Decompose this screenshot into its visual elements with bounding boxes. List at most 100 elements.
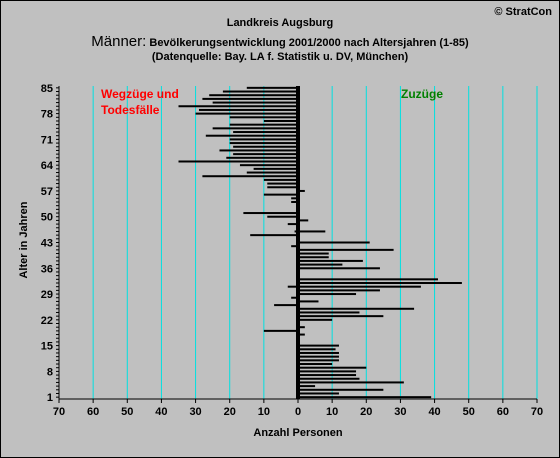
bar-in-age-33 bbox=[298, 278, 438, 281]
tick-labels: 70 60 50 40 30 20 10 0 10 20 30 40 50 60 7018152229364… bbox=[41, 83, 543, 418]
bar-in-age-22 bbox=[298, 318, 333, 321]
bar-out-age-65 bbox=[178, 160, 298, 163]
zero-axis bbox=[296, 86, 300, 399]
x-tick-label: 40 bbox=[428, 406, 440, 418]
bar-in-age-32 bbox=[298, 282, 462, 285]
legend-left-line1: Wegzüge und bbox=[101, 87, 179, 101]
bar-out-age-28 bbox=[291, 296, 298, 299]
bar-in-age-11 bbox=[298, 359, 339, 362]
bar-out-age-82 bbox=[202, 97, 298, 100]
bar-in-age-39 bbox=[298, 256, 329, 259]
bar-in-age-37 bbox=[298, 263, 343, 266]
bar-in-age-20 bbox=[298, 326, 305, 329]
bar-out-age-84 bbox=[222, 90, 298, 93]
bar-in-age-41 bbox=[298, 248, 394, 251]
bar-out-age-54 bbox=[291, 200, 298, 203]
bar-in-age-49 bbox=[298, 219, 309, 222]
bar-out-age-72 bbox=[205, 134, 298, 137]
bar-out-age-61 bbox=[202, 175, 298, 178]
y-tick-label: 64 bbox=[41, 160, 54, 172]
bar-out-age-48 bbox=[287, 223, 298, 226]
bar-in-age-13 bbox=[298, 351, 339, 354]
bar-in-age-12 bbox=[298, 355, 339, 358]
x-tick-label: 20 bbox=[224, 406, 236, 418]
bar-out-age-45 bbox=[250, 234, 298, 237]
bar-in-age-36 bbox=[298, 267, 380, 270]
x-tick-label: 30 bbox=[189, 406, 201, 418]
bar-out-age-51 bbox=[243, 212, 298, 215]
x-tick-label: 20 bbox=[360, 406, 372, 418]
y-tick-label: 22 bbox=[41, 315, 53, 327]
bar-out-age-73 bbox=[233, 131, 298, 134]
chart-title-subtitle: Bevölkerungsentwicklung 2001/2000 nach A… bbox=[146, 37, 469, 49]
bar-out-age-50 bbox=[267, 215, 298, 218]
bar-out-age-60 bbox=[263, 178, 298, 181]
x-tick-label: 60 bbox=[497, 406, 509, 418]
bar-out-age-77 bbox=[229, 116, 298, 119]
bar-out-age-42 bbox=[291, 245, 298, 248]
x-tick-label: 50 bbox=[121, 406, 133, 418]
legend-left-line2: Todesfälle bbox=[101, 103, 160, 117]
bar-in-age-23 bbox=[298, 315, 384, 318]
bar-in-age-40 bbox=[298, 252, 329, 255]
bar-out-age-62 bbox=[246, 171, 298, 174]
x-tick-label: 70 bbox=[53, 406, 65, 418]
bar-in-age-46 bbox=[298, 230, 326, 233]
bar-out-age-58 bbox=[267, 186, 298, 189]
bar-in-age-1 bbox=[298, 396, 432, 399]
bar-in-age-6 bbox=[298, 377, 360, 380]
bar-out-age-76 bbox=[263, 119, 298, 122]
bar-out-age-75 bbox=[229, 123, 298, 126]
chart-title: Männer: Bevölkerungsentwicklung 2001/200… bbox=[0, 33, 560, 51]
y-tick-label: 43 bbox=[41, 238, 53, 250]
x-tick-label: 10 bbox=[258, 406, 270, 418]
bar-out-age-69 bbox=[233, 145, 298, 148]
y-tick-label: 29 bbox=[41, 289, 53, 301]
bar-out-age-31 bbox=[287, 285, 298, 288]
bar-in-age-2 bbox=[298, 392, 339, 395]
chart-title-region: Landkreis Augsburg bbox=[226, 17, 334, 29]
bar-in-age-43 bbox=[298, 241, 370, 244]
y-tick-label: 8 bbox=[47, 366, 53, 378]
bar-out-age-70 bbox=[229, 142, 298, 145]
bar-out-age-64 bbox=[239, 164, 298, 167]
bar-in-age-29 bbox=[298, 293, 357, 296]
x-tick-label: 40 bbox=[155, 406, 167, 418]
x-tick-label: 60 bbox=[87, 406, 99, 418]
y-tick-label: 78 bbox=[41, 109, 53, 121]
bar-out-age-79 bbox=[198, 108, 298, 111]
bar-out-age-66 bbox=[226, 156, 298, 159]
bars bbox=[178, 86, 462, 399]
bar-in-age-5 bbox=[298, 381, 404, 384]
y-tick-label: 15 bbox=[41, 341, 53, 353]
bar-in-age-38 bbox=[298, 259, 363, 262]
bar-in-age-9 bbox=[298, 366, 367, 369]
legend-right: Zuzüge bbox=[401, 87, 443, 101]
bar-in-age-15 bbox=[298, 344, 339, 347]
bar-out-age-78 bbox=[195, 112, 298, 115]
bar-out-age-56 bbox=[263, 193, 298, 196]
y-tick-label: 57 bbox=[41, 186, 53, 198]
bar-in-age-57 bbox=[298, 189, 305, 192]
bar-in-age-31 bbox=[298, 285, 421, 288]
bar-out-age-19 bbox=[263, 329, 298, 332]
y-tick-label: 85 bbox=[41, 83, 53, 95]
bar-out-age-83 bbox=[209, 94, 298, 97]
bar-in-age-25 bbox=[298, 307, 415, 310]
x-axis-label: Anzahl Personen bbox=[253, 427, 343, 439]
bar-out-age-74 bbox=[212, 127, 298, 130]
x-tick-label: 0 bbox=[295, 406, 301, 418]
y-tick-label: 71 bbox=[41, 134, 53, 146]
bar-out-age-85 bbox=[246, 86, 298, 89]
bar-in-age-24 bbox=[298, 311, 360, 314]
x-tick-label: 10 bbox=[326, 406, 338, 418]
bar-in-age-3 bbox=[298, 388, 384, 391]
bar-out-age-67 bbox=[233, 153, 298, 156]
bar-in-age-8 bbox=[298, 370, 357, 373]
axes bbox=[56, 86, 538, 403]
y-tick-label: 1 bbox=[47, 392, 53, 404]
chart-title-gender: Männer: bbox=[91, 33, 147, 50]
bar-out-age-71 bbox=[229, 138, 298, 141]
bar-out-age-59 bbox=[267, 182, 298, 185]
